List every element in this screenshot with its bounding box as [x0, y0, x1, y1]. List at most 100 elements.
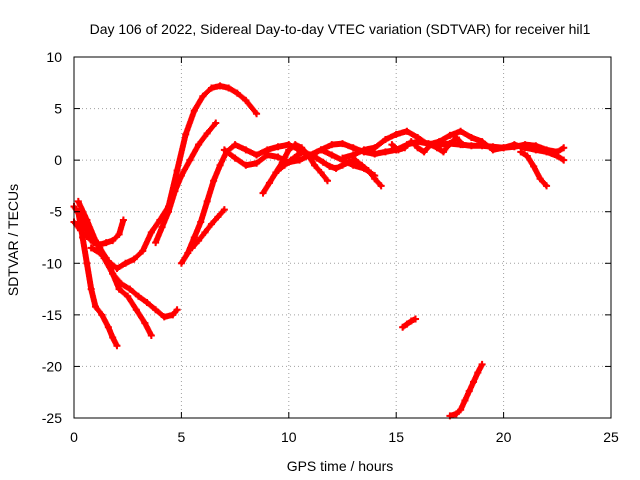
data-point	[313, 154, 321, 162]
data-point	[394, 146, 402, 154]
data-point	[152, 239, 160, 247]
data-point	[186, 156, 194, 164]
data-point	[328, 151, 336, 159]
data-point	[328, 141, 336, 149]
data-series	[70, 82, 568, 420]
y-tick-label: -25	[42, 410, 62, 426]
data-point	[560, 156, 568, 164]
data-point	[253, 151, 261, 159]
data-point	[197, 218, 205, 226]
data-point	[407, 317, 415, 325]
series-arc-6	[152, 119, 220, 247]
data-point	[326, 162, 334, 170]
data-point	[392, 130, 400, 138]
data-point	[452, 410, 460, 418]
data-point	[98, 311, 106, 319]
data-point	[317, 169, 325, 177]
data-point	[220, 146, 228, 154]
data-point	[489, 146, 497, 154]
data-point	[364, 166, 372, 174]
data-point	[109, 270, 117, 278]
data-point	[553, 152, 561, 160]
data-point	[381, 148, 389, 156]
x-tick-labels: 0 5 10 15 20 25	[70, 429, 619, 445]
x-tick-label: 5	[178, 429, 186, 445]
data-point	[124, 292, 132, 300]
data-point	[113, 342, 121, 350]
y-tick-label: 0	[54, 152, 62, 168]
data-point	[435, 138, 443, 146]
data-point	[412, 315, 420, 323]
data-point	[323, 177, 331, 185]
y-tick-labels: -25 -20 -15 -10 -5 0 5 10	[42, 49, 62, 426]
series-arc-5	[87, 82, 261, 272]
data-point	[420, 148, 428, 156]
data-point	[134, 292, 142, 300]
data-point	[104, 257, 112, 265]
data-point	[195, 141, 203, 149]
data-point	[433, 144, 441, 152]
plot-area	[74, 57, 611, 418]
data-point	[414, 133, 422, 141]
data-point	[207, 220, 215, 228]
data-point	[225, 84, 233, 92]
data-point	[207, 84, 215, 92]
data-point	[517, 148, 525, 156]
data-point	[184, 249, 192, 257]
data-point	[317, 146, 325, 154]
data-point	[143, 298, 151, 306]
data-point	[253, 110, 261, 118]
y-axis-label: SDTVAR / TECUs	[5, 184, 21, 296]
data-point	[199, 92, 207, 100]
y-tick-label: -15	[42, 307, 62, 323]
data-point	[109, 237, 117, 245]
data-point	[388, 141, 396, 149]
data-point	[358, 161, 366, 169]
data-point	[478, 138, 486, 146]
data-point	[381, 136, 389, 144]
series-arc-10	[259, 141, 331, 197]
data-point	[152, 306, 160, 314]
data-point	[403, 127, 411, 135]
data-point	[274, 153, 282, 161]
y-tick-label: -10	[42, 255, 62, 271]
data-point	[117, 280, 125, 288]
data-point	[452, 133, 460, 141]
data-point	[510, 141, 518, 149]
data-point	[91, 303, 99, 311]
data-point	[212, 119, 220, 127]
x-axis-label: GPS time / hours	[287, 458, 394, 474]
data-point	[182, 130, 190, 138]
data-point	[407, 138, 415, 146]
data-point	[401, 144, 409, 152]
data-point	[470, 378, 478, 386]
data-point	[242, 161, 250, 169]
data-point	[190, 234, 198, 241]
data-point	[521, 144, 529, 152]
data-point	[147, 331, 155, 339]
data-point	[173, 166, 181, 174]
data-point	[465, 387, 473, 395]
data-point	[560, 144, 568, 152]
data-point	[371, 150, 379, 158]
data-point	[403, 320, 411, 328]
data-point	[203, 197, 211, 205]
data-point	[115, 230, 123, 238]
data-point	[113, 264, 121, 272]
data-point	[231, 154, 239, 162]
data-point	[259, 189, 267, 197]
data-point	[173, 306, 181, 314]
data-point	[216, 161, 224, 169]
data-point	[459, 141, 467, 149]
data-point	[83, 259, 91, 267]
data-point	[319, 158, 327, 166]
data-point	[332, 164, 340, 172]
data-point	[349, 151, 357, 159]
data-point	[74, 197, 82, 205]
data-point	[171, 187, 179, 195]
data-point	[467, 142, 475, 150]
data-point	[446, 140, 454, 148]
series-arc-8	[188, 206, 228, 252]
data-point	[457, 127, 465, 135]
